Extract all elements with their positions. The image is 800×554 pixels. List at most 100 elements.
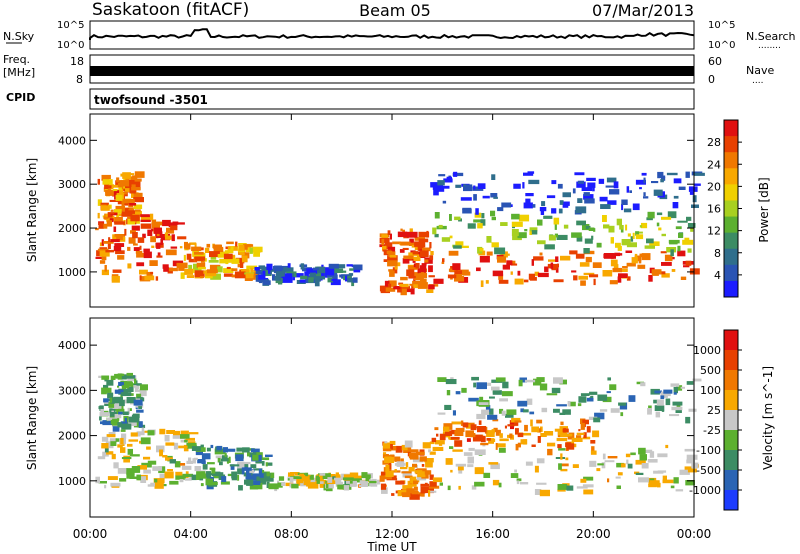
heatmap-cell bbox=[639, 225, 642, 228]
heatmap-cell bbox=[106, 379, 114, 386]
heatmap-cell bbox=[252, 454, 259, 461]
heatmap-cell bbox=[337, 264, 346, 269]
heatmap-cell bbox=[675, 489, 684, 492]
heatmap-cell bbox=[636, 231, 643, 234]
heatmap-cell bbox=[400, 241, 411, 246]
heatmap-cell bbox=[133, 204, 143, 210]
heatmap-cell bbox=[207, 269, 218, 274]
heatmap-cell bbox=[421, 464, 425, 467]
heatmap-cell bbox=[583, 476, 594, 481]
heatmap-cell bbox=[401, 286, 410, 290]
heatmap-cell bbox=[332, 274, 338, 282]
colorbar-tick-label: 28 bbox=[707, 136, 721, 149]
heatmap-cell bbox=[316, 272, 326, 278]
heatmap-cell bbox=[687, 223, 696, 228]
heatmap-cell bbox=[253, 448, 260, 456]
heatmap-cell bbox=[388, 283, 392, 288]
heatmap-cell bbox=[641, 449, 653, 453]
heatmap-cell bbox=[654, 390, 662, 394]
heatmap-cell bbox=[121, 199, 125, 206]
heatmap-cell bbox=[557, 183, 563, 189]
heatmap-cell bbox=[195, 450, 203, 456]
heatmap-cell bbox=[133, 192, 143, 199]
heatmap-cell bbox=[219, 258, 227, 264]
heatmap-cell bbox=[600, 204, 611, 209]
heatmap-cell bbox=[127, 448, 133, 455]
heatmap-cell bbox=[240, 269, 250, 274]
heatmap-cell bbox=[553, 377, 563, 384]
heatmap-cell bbox=[382, 249, 392, 252]
heatmap-cell bbox=[670, 485, 675, 489]
heatmap-cell bbox=[198, 266, 206, 270]
heatmap-cell bbox=[661, 273, 670, 278]
heatmap-cell bbox=[588, 274, 599, 278]
heatmap-cell bbox=[242, 255, 248, 263]
heatmap-cell bbox=[441, 237, 451, 242]
heatmap-cell bbox=[114, 243, 125, 247]
heatmap-cell bbox=[429, 441, 435, 445]
heatmap-cell bbox=[472, 434, 483, 442]
heatmap-cell bbox=[491, 216, 496, 221]
heatmap-cell bbox=[196, 252, 206, 258]
heatmap-cell bbox=[230, 246, 234, 250]
heatmap-cell bbox=[101, 269, 109, 276]
heatmap-cell bbox=[119, 373, 125, 376]
heatmap-cell bbox=[388, 280, 397, 287]
heatmap-cell bbox=[254, 267, 260, 271]
heatmap-cell bbox=[194, 270, 205, 278]
heatmap-cell bbox=[671, 257, 675, 260]
heatmap-cell bbox=[182, 262, 188, 269]
heatmap-cell bbox=[593, 417, 601, 423]
heatmap-cell bbox=[194, 256, 206, 261]
heatmap-cell bbox=[402, 492, 411, 498]
heatmap-cell bbox=[347, 278, 357, 283]
heatmap-cell bbox=[126, 372, 133, 376]
heatmap-cell bbox=[493, 427, 498, 433]
nsky-tick-low: 10^0 bbox=[57, 40, 84, 51]
heatmap-cell bbox=[455, 427, 465, 432]
heatmap-cell bbox=[447, 485, 451, 491]
heatmap-cell bbox=[238, 485, 243, 491]
heatmap-cell bbox=[571, 232, 582, 238]
heatmap-cell bbox=[147, 460, 157, 465]
heatmap-cell bbox=[381, 234, 388, 240]
velocity-panel: 1000 2000 3000 4000 Slant Range [km] bbox=[25, 317, 702, 518]
heatmap-cell bbox=[229, 464, 240, 467]
heatmap-cell bbox=[434, 427, 439, 431]
heatmap-cell bbox=[492, 438, 496, 442]
heatmap-cell bbox=[408, 242, 417, 246]
power-panel: 1000 2000 3000 4000 Slant Range [km] bbox=[25, 113, 705, 308]
heatmap-cell bbox=[653, 189, 663, 196]
heatmap-cell bbox=[618, 268, 628, 272]
heatmap-cell bbox=[133, 197, 144, 203]
heatmap-cell bbox=[385, 470, 394, 477]
heatmap-cell bbox=[400, 228, 403, 231]
heatmap-cell bbox=[583, 248, 590, 254]
heatmap-cell bbox=[657, 470, 667, 473]
heatmap-cell bbox=[488, 462, 499, 465]
heatmap-cell bbox=[110, 209, 114, 212]
heatmap-cell bbox=[479, 248, 484, 252]
heatmap-cell bbox=[119, 399, 125, 407]
heatmap-cell bbox=[246, 265, 258, 270]
heatmap-cell bbox=[387, 475, 397, 480]
heatmap-cell bbox=[253, 251, 260, 257]
heatmap-cell bbox=[107, 392, 114, 399]
heatmap-cell bbox=[410, 288, 415, 295]
heatmap-cell bbox=[109, 199, 119, 202]
heatmap-cell bbox=[179, 479, 184, 483]
heatmap-cell bbox=[438, 174, 446, 177]
heatmap-cell bbox=[679, 469, 690, 475]
heatmap-cell bbox=[688, 186, 698, 192]
heatmap-cell bbox=[634, 253, 638, 261]
heatmap-cell bbox=[638, 477, 649, 483]
heatmap-cell bbox=[621, 463, 626, 468]
heatmap-cell bbox=[437, 412, 446, 415]
heatmap-cell bbox=[665, 398, 671, 406]
heatmap-cell bbox=[348, 273, 354, 276]
heatmap-cell bbox=[473, 185, 476, 190]
heatmap-cell bbox=[131, 383, 135, 388]
heatmap-cell bbox=[131, 184, 136, 190]
heatmap-cell bbox=[206, 243, 211, 248]
heatmap-cell bbox=[400, 458, 404, 462]
